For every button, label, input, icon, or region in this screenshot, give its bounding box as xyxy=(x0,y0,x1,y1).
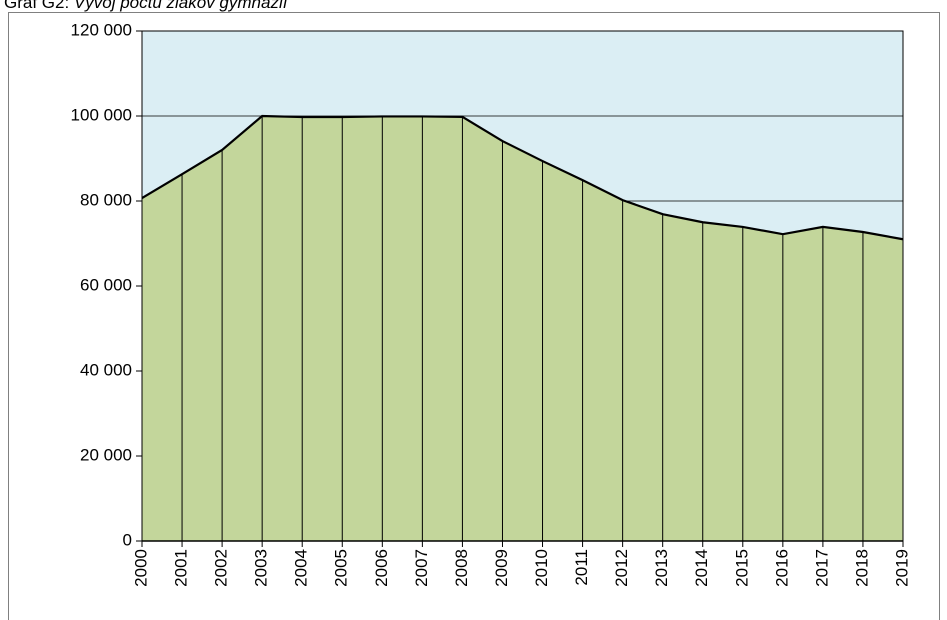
x-tick-label: 2004 xyxy=(292,549,311,587)
chart-title: Graf G2: Vývoj počtu žiakov gymnázií xyxy=(4,0,290,12)
title-text: Vývoj počtu žiakov gymnázií xyxy=(74,0,290,12)
x-tick-label: 2007 xyxy=(412,549,431,587)
y-tick-label: 120 000 xyxy=(71,20,132,39)
x-tick-label: 2017 xyxy=(812,549,831,587)
x-tick-label: 2006 xyxy=(372,549,391,587)
x-tick-label: 2010 xyxy=(532,549,551,587)
y-tick-label: 80 000 xyxy=(80,190,132,209)
y-tick-label: 40 000 xyxy=(80,360,132,379)
x-tick-label: 2003 xyxy=(252,549,271,587)
x-tick-label: 2011 xyxy=(572,549,591,586)
area-line xyxy=(141,114,904,241)
y-tick-label: 20 000 xyxy=(80,445,132,464)
x-tick-label: 2012 xyxy=(612,549,631,587)
x-tick-label: 2015 xyxy=(732,549,751,587)
title-prefix: Graf G2: xyxy=(4,0,69,12)
x-tick-label: 2002 xyxy=(212,549,231,587)
y-tick-label: 60 000 xyxy=(80,275,132,294)
chart-frame xyxy=(8,12,940,620)
y-tick-label: 100 000 xyxy=(71,105,132,124)
x-tick-label: 2016 xyxy=(772,549,791,587)
area xyxy=(142,116,903,541)
x-tick-label: 2009 xyxy=(492,549,511,587)
x-tick-label: 2008 xyxy=(452,549,471,587)
x-tick-label: 2013 xyxy=(652,549,671,587)
x-tick-label: 2014 xyxy=(692,549,711,587)
x-tick-label: 2018 xyxy=(852,549,871,587)
x-tick-label: 2001 xyxy=(172,549,191,587)
x-tick-label: 2000 xyxy=(131,549,150,587)
x-tick-label: 2019 xyxy=(892,549,911,587)
y-tick-label: 0 xyxy=(123,530,132,549)
x-tick-label: 2005 xyxy=(332,549,351,587)
